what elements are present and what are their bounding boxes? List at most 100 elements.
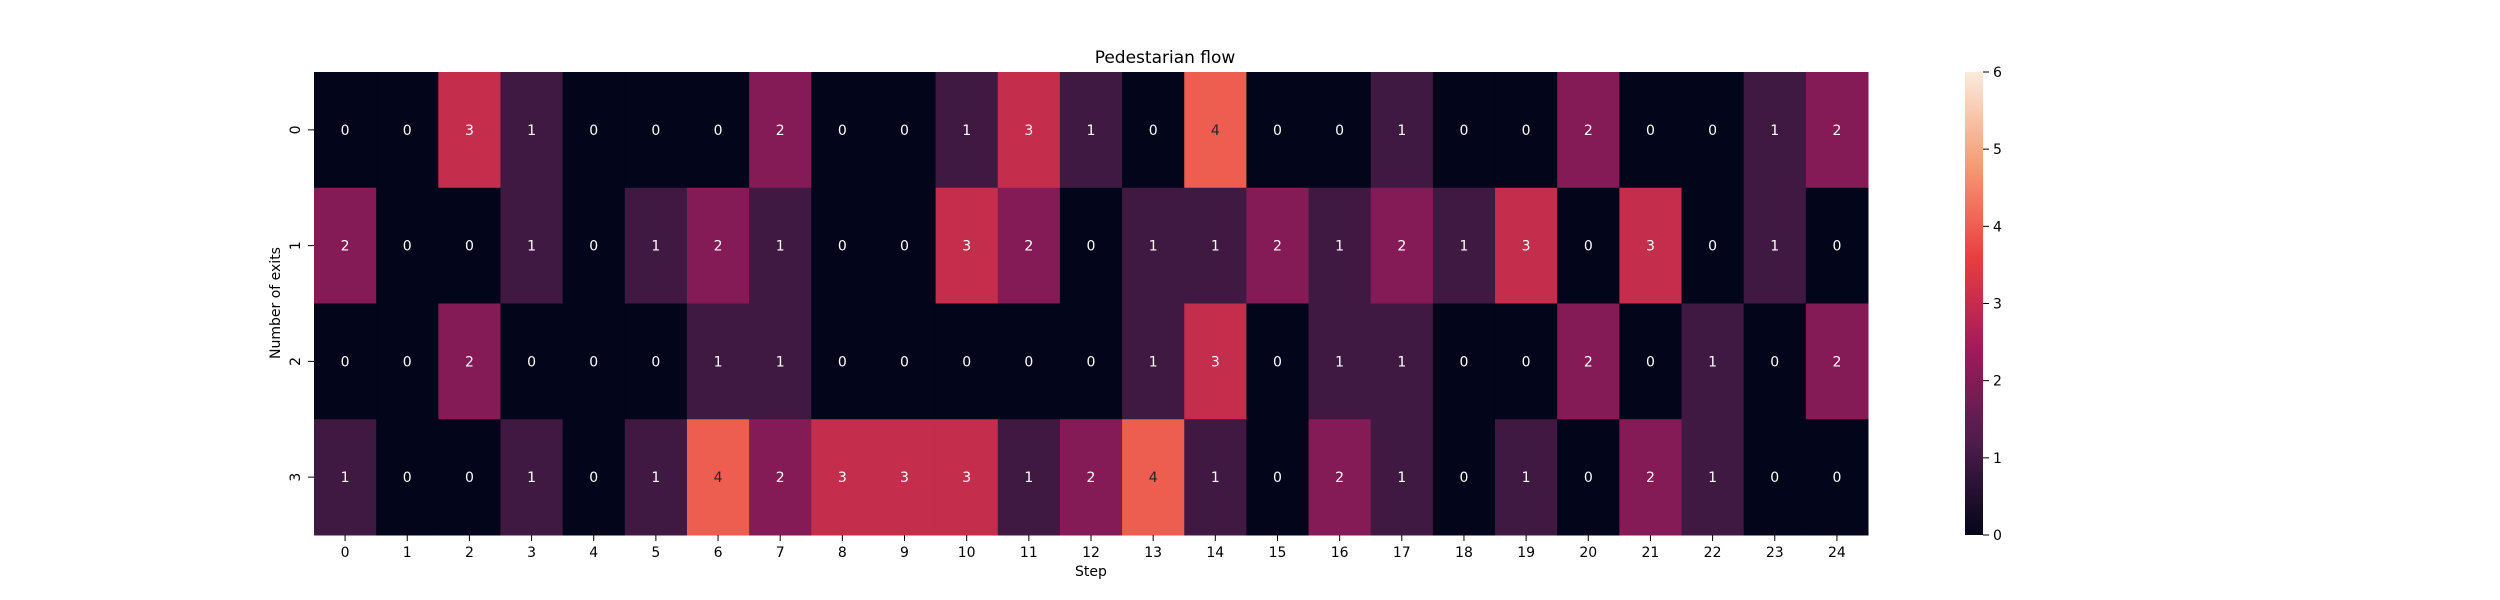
cell-value-label: 3 <box>1646 239 1655 255</box>
heatmap-cell <box>1495 419 1558 536</box>
cell-value-label: 0 <box>838 123 847 139</box>
cell-value-label: 0 <box>1770 470 1779 486</box>
cell-value-label: 1 <box>1770 239 1779 255</box>
heatmap-cell <box>1619 303 1683 420</box>
heatmap-cell <box>624 303 688 420</box>
cell-value-label: 1 <box>1708 354 1717 370</box>
y-tick-label: 0 <box>288 125 304 134</box>
heatmap-cell <box>1743 72 1807 189</box>
heatmap-cell <box>500 187 564 304</box>
cell-value-label: 0 <box>403 470 412 486</box>
x-tick-label: 23 <box>1766 545 1784 561</box>
x-tick-label: 0 <box>341 545 350 561</box>
heatmap-cell <box>686 303 750 420</box>
cell-value-label: 2 <box>1024 239 1033 255</box>
heatmap-cell <box>1308 419 1372 536</box>
cell-value-label: 1 <box>1459 239 1468 255</box>
heatmap-cell <box>1122 187 1185 304</box>
heatmap-cell <box>500 72 564 189</box>
cell-value-label: 1 <box>1708 470 1717 486</box>
cell-value-label: 0 <box>1708 123 1717 139</box>
cell-value-label: 0 <box>1273 123 1282 139</box>
cell-value-label: 2 <box>714 239 723 255</box>
cell-value-label: 2 <box>1584 123 1593 139</box>
heatmap-cell <box>376 419 439 536</box>
cell-value-label: 2 <box>1584 354 1593 370</box>
heatmap-cell <box>1805 303 1869 420</box>
x-tick-label: 24 <box>1828 545 1846 561</box>
heatmap-cell <box>438 303 501 420</box>
cell-value-label: 2 <box>341 239 350 255</box>
heatmap-cell <box>500 303 564 420</box>
cell-value-label: 0 <box>1459 470 1468 486</box>
cell-value-label: 3 <box>838 470 847 486</box>
heatmap-cell <box>1681 72 1745 189</box>
cell-value-label: 3 <box>962 239 971 255</box>
cell-value-label: 1 <box>651 239 660 255</box>
heatmap-cell <box>686 72 750 189</box>
cell-value-label: 0 <box>1024 354 1033 370</box>
cell-value-label: 0 <box>651 123 660 139</box>
heatmap-cell <box>1805 72 1869 189</box>
cell-value-label: 1 <box>1087 123 1096 139</box>
heatmap-cell <box>1059 72 1123 189</box>
heatmap-cell <box>1619 419 1683 536</box>
colorbar-tick-label: 0 <box>1993 528 2002 544</box>
heatmap-cell <box>1495 187 1558 304</box>
heatmap-cell <box>1246 72 1310 189</box>
cell-value-label: 1 <box>341 470 350 486</box>
cell-value-label: 2 <box>1273 239 1282 255</box>
heatmap-cell <box>997 72 1061 189</box>
heatmap-cell <box>811 72 874 189</box>
heatmap-cell <box>1743 303 1807 420</box>
x-tick-label: 21 <box>1642 545 1660 561</box>
cell-value-label: 0 <box>900 123 909 139</box>
cell-value-label: 0 <box>1087 239 1096 255</box>
x-tick-label: 14 <box>1206 545 1224 561</box>
heatmap-cell <box>500 419 564 536</box>
cell-value-label: 1 <box>1770 123 1779 139</box>
cell-value-label: 0 <box>1584 470 1593 486</box>
cell-value-label: 0 <box>1522 354 1531 370</box>
heatmap-cell <box>1619 72 1683 189</box>
colorbar-tick-label: 6 <box>1993 65 2002 81</box>
heatmap-cell <box>376 303 439 420</box>
x-tick-label: 12 <box>1082 545 1100 561</box>
cell-value-label: 1 <box>527 123 536 139</box>
cell-value-label: 1 <box>714 354 723 370</box>
heatmap-cell <box>1184 72 1247 189</box>
cell-value-label: 3 <box>465 123 474 139</box>
x-tick-label: 16 <box>1331 545 1349 561</box>
heatmap-cell <box>314 72 377 189</box>
heatmap-cell <box>1681 303 1745 420</box>
cell-value-label: 0 <box>1149 123 1158 139</box>
heatmap-cell <box>811 187 874 304</box>
cell-value-label: 1 <box>1024 470 1033 486</box>
x-tick-label: 19 <box>1517 545 1535 561</box>
cell-value-label: 2 <box>1832 123 1841 139</box>
cell-value-label: 0 <box>838 239 847 255</box>
x-tick-label: 18 <box>1455 545 1473 561</box>
heatmap-cell <box>562 303 626 420</box>
cell-value-label: 3 <box>962 470 971 486</box>
cell-value-label: 1 <box>776 354 785 370</box>
heatmap-cell <box>1432 187 1496 304</box>
cell-value-label: 1 <box>527 470 536 486</box>
cell-value-label: 0 <box>1832 239 1841 255</box>
x-tick-label: 7 <box>776 545 785 561</box>
heatmap-cell <box>1495 72 1558 189</box>
cell-value-label: 0 <box>1459 354 1468 370</box>
heatmap-cell <box>562 419 626 536</box>
heatmap-cell <box>376 187 439 304</box>
heatmap-cell <box>438 419 501 536</box>
heatmap-cell <box>749 419 812 536</box>
heatmap-cell <box>1184 419 1247 536</box>
cell-value-label: 1 <box>776 239 785 255</box>
cell-value-label: 0 <box>714 123 723 139</box>
cell-value-label: 1 <box>1522 470 1531 486</box>
cell-value-label: 0 <box>838 354 847 370</box>
cell-value-label: 0 <box>589 239 598 255</box>
heatmap-cell <box>1557 72 1620 189</box>
heatmap-cell <box>1059 303 1123 420</box>
cell-value-label: 0 <box>1273 354 1282 370</box>
